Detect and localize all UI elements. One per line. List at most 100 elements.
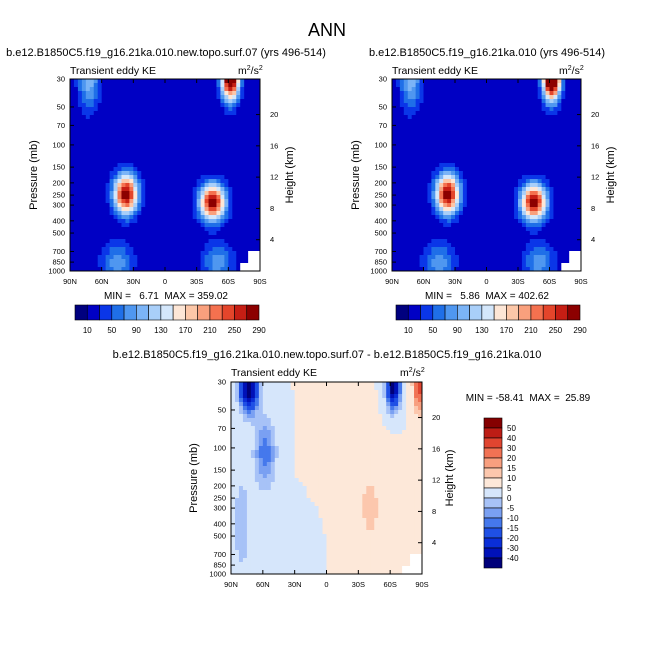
panel-a-cell [101,155,107,160]
panel-b-cell [399,127,405,132]
panel-b-cell [529,91,535,96]
panel-a-cell [85,239,91,244]
panel-a-cell [137,215,142,220]
panel-b-cell [525,235,531,240]
panel-b-cell [395,175,401,180]
panel-b-cell [435,131,440,136]
panel-b-cell [553,87,558,92]
panel-b-cell [514,263,519,268]
panel-a-cell [204,215,210,220]
panel-a-cell [188,155,194,160]
panel-a-cell [200,119,206,124]
panel-b-cell [573,243,578,248]
panel-b-cell [502,99,507,104]
panel-b-cell [537,171,543,176]
panel-a-cell [161,235,166,240]
panel-b-cell [478,131,484,136]
panel-a-cell [93,151,99,156]
panel-a-cell [224,247,229,252]
panel-b-cell [521,83,527,88]
panel-b-cell [478,91,484,96]
panel-a-cell [180,115,186,120]
panel-b-cell [494,211,499,216]
panel-b-case-title: b.e12.B1850C5.f19_g16.21ka.010 (yrs 496-… [369,47,605,59]
panel-b-cell [561,251,566,256]
panel-a-cell [153,91,158,96]
panel-b-cell [549,127,555,132]
panel-b-cell [431,199,436,204]
panel-a-cell [244,255,249,260]
panel-b-cell [435,127,440,132]
panel-b-cell [462,139,468,144]
panel-a-cell [97,143,103,148]
panel-b-cell [427,143,432,148]
panel-a-cell [188,159,194,164]
panel-b-cell [486,243,492,248]
panel-a-cell [77,227,83,232]
panel-a-colorbar-label: 130 [154,326,168,335]
panel-b-cell [392,239,397,244]
panel-a-cell [85,175,91,180]
panel-b-cell [392,207,397,212]
panel-c-cell [231,394,236,399]
panel-a-cell [70,211,75,216]
panel-a-cell [224,183,229,188]
panel-a-cell [109,159,115,164]
panel-b-cell [478,251,484,256]
panel-a-cell [129,79,134,84]
panel-b-cell [419,91,425,96]
panel-b-cell [549,151,555,156]
panel-a-cell [180,131,186,136]
panel-b-cell [482,247,488,252]
panel-b-cell [411,131,417,136]
panel-b-cell [474,183,480,188]
panel-a-cell [70,147,75,152]
panel-a-cell [180,199,186,204]
panel-b-cell [565,155,570,160]
panel-a-cell [161,83,166,88]
panel-b-cell [521,199,527,204]
panel-a-cell [153,87,158,92]
panel-a-cell [165,151,170,156]
panel-a-cell [105,79,111,84]
panel-a-cell [105,243,111,248]
panel-a-cell [85,219,91,224]
panel-a-cell [192,179,198,184]
panel-a-cell [125,131,130,136]
panel-a-cell [224,219,229,224]
panel-a-cell [192,215,198,220]
panel-b-cell [439,239,444,244]
panel-a-cell [216,243,222,248]
panel-b-cell [557,235,562,240]
panel-b-cell [478,211,484,216]
panel-a-cell [248,179,253,184]
panel-b-cell [553,91,558,96]
panel-b-cell [458,91,464,96]
panel-b-cell [411,219,417,224]
panel-b-xtick-label: 30N [448,277,462,286]
panel-a-cell [85,107,91,112]
panel-b-cell [557,203,562,208]
panel-a-cell [133,135,138,140]
panel-a-cell [168,143,174,148]
panel-b-cell [537,167,543,172]
panel-a-cell [232,163,237,168]
panel-b-cell [470,83,476,88]
panel-a-cell [236,123,241,128]
panel-a-cell [196,215,202,220]
panel-b-cell [478,79,484,84]
panel-c-cell [410,382,415,387]
panel-b-cell [447,195,452,200]
panel-b-cell [403,171,409,176]
panel-a-colorbar-swatch [99,304,113,321]
panel-a-cell [204,191,210,196]
panel-a-cell [97,95,103,100]
panel-a-cell [228,207,233,212]
panel-b-cell [545,219,551,224]
panel-a-cell [240,115,245,120]
panel-b-cell [466,107,472,112]
panel-a-cell [252,111,257,116]
panel-b-cell [411,207,417,212]
panel-a-cell [70,207,75,212]
panel-a-cell [208,231,214,236]
